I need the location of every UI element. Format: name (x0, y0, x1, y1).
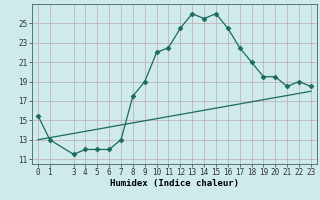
X-axis label: Humidex (Indice chaleur): Humidex (Indice chaleur) (110, 179, 239, 188)
